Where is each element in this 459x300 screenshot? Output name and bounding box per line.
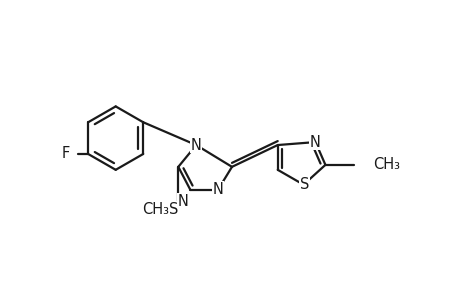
Text: N: N (190, 137, 201, 152)
Text: N: N (309, 135, 320, 150)
Text: N: N (212, 182, 223, 197)
Text: N: N (177, 194, 188, 208)
Text: CH₃S: CH₃S (142, 202, 178, 217)
Text: CH₃: CH₃ (372, 158, 399, 172)
Text: S: S (299, 177, 308, 192)
Text: F: F (62, 146, 70, 161)
